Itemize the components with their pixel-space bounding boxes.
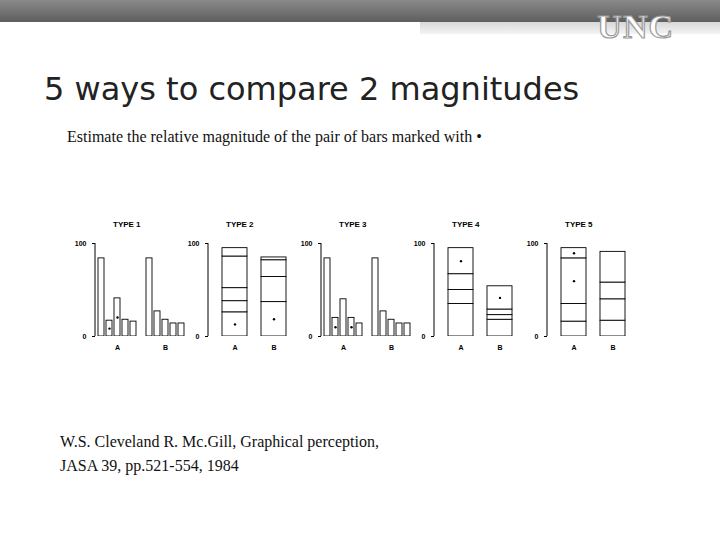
svg-text:A: A	[232, 344, 237, 351]
svg-text:B: B	[389, 344, 394, 351]
svg-text:100: 100	[188, 240, 200, 247]
svg-text:0: 0	[422, 333, 426, 340]
svg-text:A: A	[115, 344, 120, 351]
svg-text:100: 100	[414, 240, 426, 247]
svg-text:A: A	[458, 344, 463, 351]
svg-text:100: 100	[527, 240, 539, 247]
svg-text:B: B	[610, 344, 615, 351]
svg-text:A: A	[571, 344, 576, 351]
svg-text:0: 0	[535, 333, 539, 340]
svg-text:0: 0	[196, 333, 200, 340]
html-text:JASA 39, pp.521-554, 1984: JASA 39, pp.521-554, 1984	[60, 457, 239, 474]
svg-text:B: B	[163, 344, 168, 351]
html-text:Estimate the relative magnitud: Estimate the relative magnitude of the p…	[67, 128, 482, 145]
html-text:TYPE 5: TYPE 5	[565, 220, 593, 229]
html-text:UNC: UNC	[597, 8, 674, 45]
svg-text:B: B	[497, 344, 502, 351]
html-text:W.S. Cleveland R. Mc.Gill, Gra: W.S. Cleveland R. Mc.Gill, Graphical per…	[60, 433, 379, 450]
html-text:TYPE 2: TYPE 2	[226, 220, 254, 229]
html-text:TYPE 4: TYPE 4	[452, 220, 480, 229]
svg-text:100: 100	[75, 240, 87, 247]
svg-text:0: 0	[309, 333, 313, 340]
svg-text:0: 0	[83, 333, 87, 340]
html-text:TYPE 1: TYPE 1	[113, 220, 141, 229]
html-text:TYPE 3: TYPE 3	[339, 220, 367, 229]
svg-text:100: 100	[301, 240, 313, 247]
html-text:5 ways to compare 2 magnitudes: 5 ways to compare 2 magnitudes	[44, 70, 580, 108]
svg-text:B: B	[271, 344, 276, 351]
svg-text:A: A	[341, 344, 346, 351]
